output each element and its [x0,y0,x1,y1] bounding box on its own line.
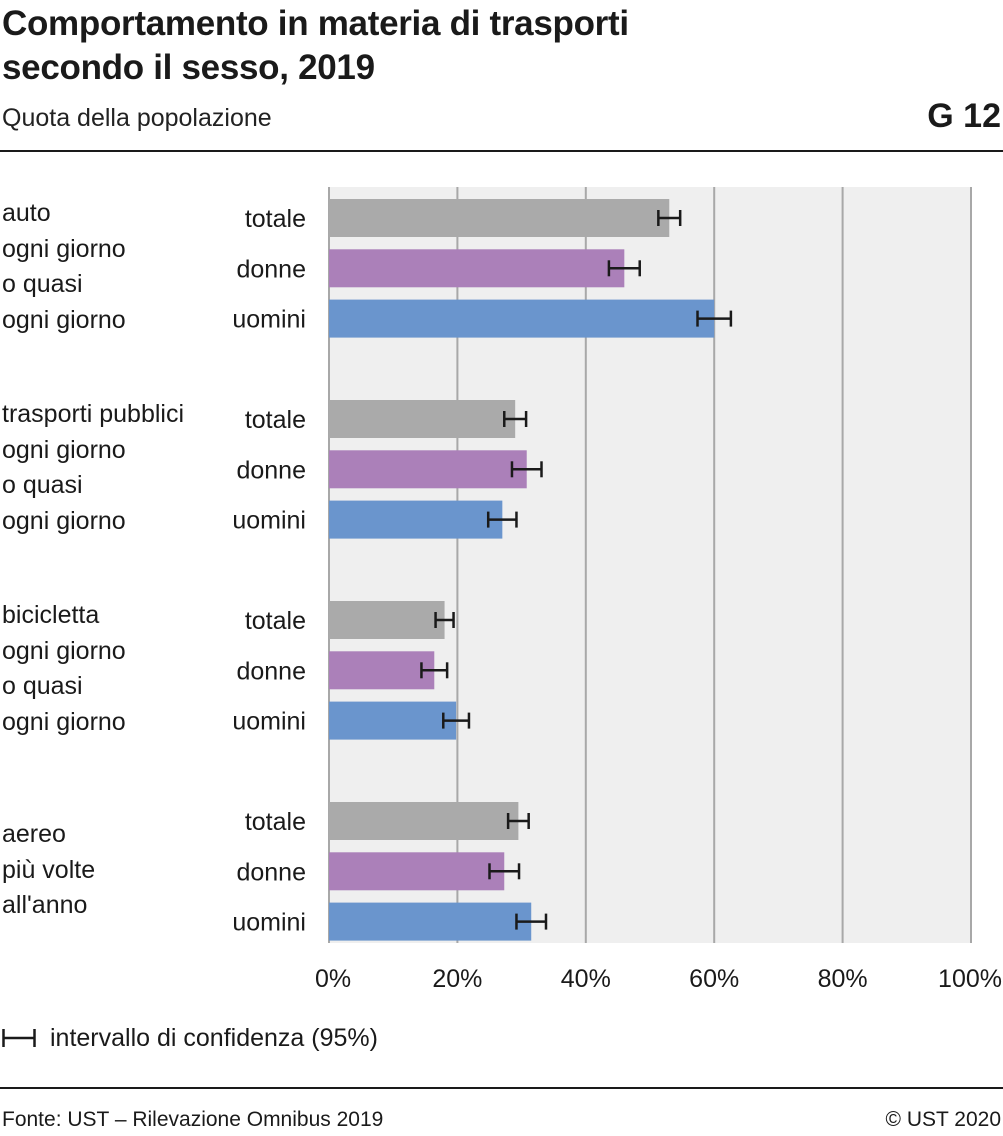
group-label-line: ogni giorno [2,506,126,535]
group-label-trasporti-pubblici: trasporti pubblici ogni giorno o quasi o… [2,397,184,539]
group-label-line: trasporti pubblici [2,400,185,428]
x-tick-label: 20% [432,965,482,993]
figure-code: G 12 [927,97,1001,135]
x-tick-label: 60% [689,965,739,993]
bar-uomini [329,500,503,539]
chart-title-line-2: secondo il sesso, 2019 [2,48,375,87]
footer-divider [0,1087,1003,1089]
bar-donne [329,249,625,288]
chart-title: Comportamento in materia di trasporti se… [2,2,902,90]
bar-totale [329,199,670,237]
bar-uomini [329,299,715,338]
bar-label: uomini [232,507,306,535]
bar-label: totale [245,607,306,635]
group-label-aereo: aereo più volte all'anno [2,817,95,924]
bar-totale [329,601,445,639]
bar-totale [329,802,519,840]
bar-label: uomini [232,909,306,937]
header-divider [0,150,1003,152]
group-label-line: o quasi [2,672,83,700]
bar-label: donne [236,657,306,685]
bar-label: donne [236,858,306,886]
bar-label: donne [236,255,306,283]
group-label-line: aereo [2,820,66,848]
chart-subtitle: Quota della popolazione [2,104,272,132]
bar-uomini [329,902,532,941]
bar-uomini [329,701,457,740]
bar-donne [329,852,505,891]
chart-title-line-1: Comportamento in materia di trasporti [2,4,629,43]
group-label-line: ogni giorno [2,707,126,736]
group-label-line: bicicletta [2,601,100,629]
group-label-line: ogni giorno [2,636,126,665]
bar-donne [329,651,435,690]
bar-label: uomini [232,306,306,334]
group-label-line: ogni giorno [2,234,126,263]
group-label-line: più volte [2,855,96,884]
x-tick-label: 80% [818,965,868,993]
group-label-line: ogni giorno [2,435,126,464]
group-label-auto: auto ogni giorno o quasi ogni giorno [2,196,126,338]
x-tick-label: 100% [938,965,1002,993]
group-label-bicicletta: bicicletta ogni giorno o quasi ogni gior… [2,598,126,740]
group-label-line: auto [2,199,51,227]
bar-totale [329,400,516,438]
group-label-line: o quasi [2,270,83,298]
x-tick-label: 40% [561,965,611,993]
confidence-interval-icon [2,1029,36,1047]
bar-label: donne [236,456,306,484]
bar-donne [329,450,527,489]
source-note: Fonte: UST – Rilevazione Omnibus 2019 [2,1108,384,1131]
bar-label: totale [245,406,306,434]
copyright-note: © UST 2020 [885,1108,1001,1131]
bar-chart: 0% 20% 40% 60% 80% 100% totale donne uomini total… [232,187,1002,993]
group-label-line: o quasi [2,471,83,499]
legend-label: intervallo di confidenza (95%) [50,1023,378,1052]
bar-label: totale [245,808,306,836]
group-label-line: all'anno [2,891,88,919]
bar-label: totale [245,205,306,233]
group-label-line: ogni giorno [2,305,126,334]
bar-label: uomini [232,708,306,736]
legend: intervallo di confidenza (95%) [2,1022,378,1054]
x-tick-label: 0% [315,965,351,993]
